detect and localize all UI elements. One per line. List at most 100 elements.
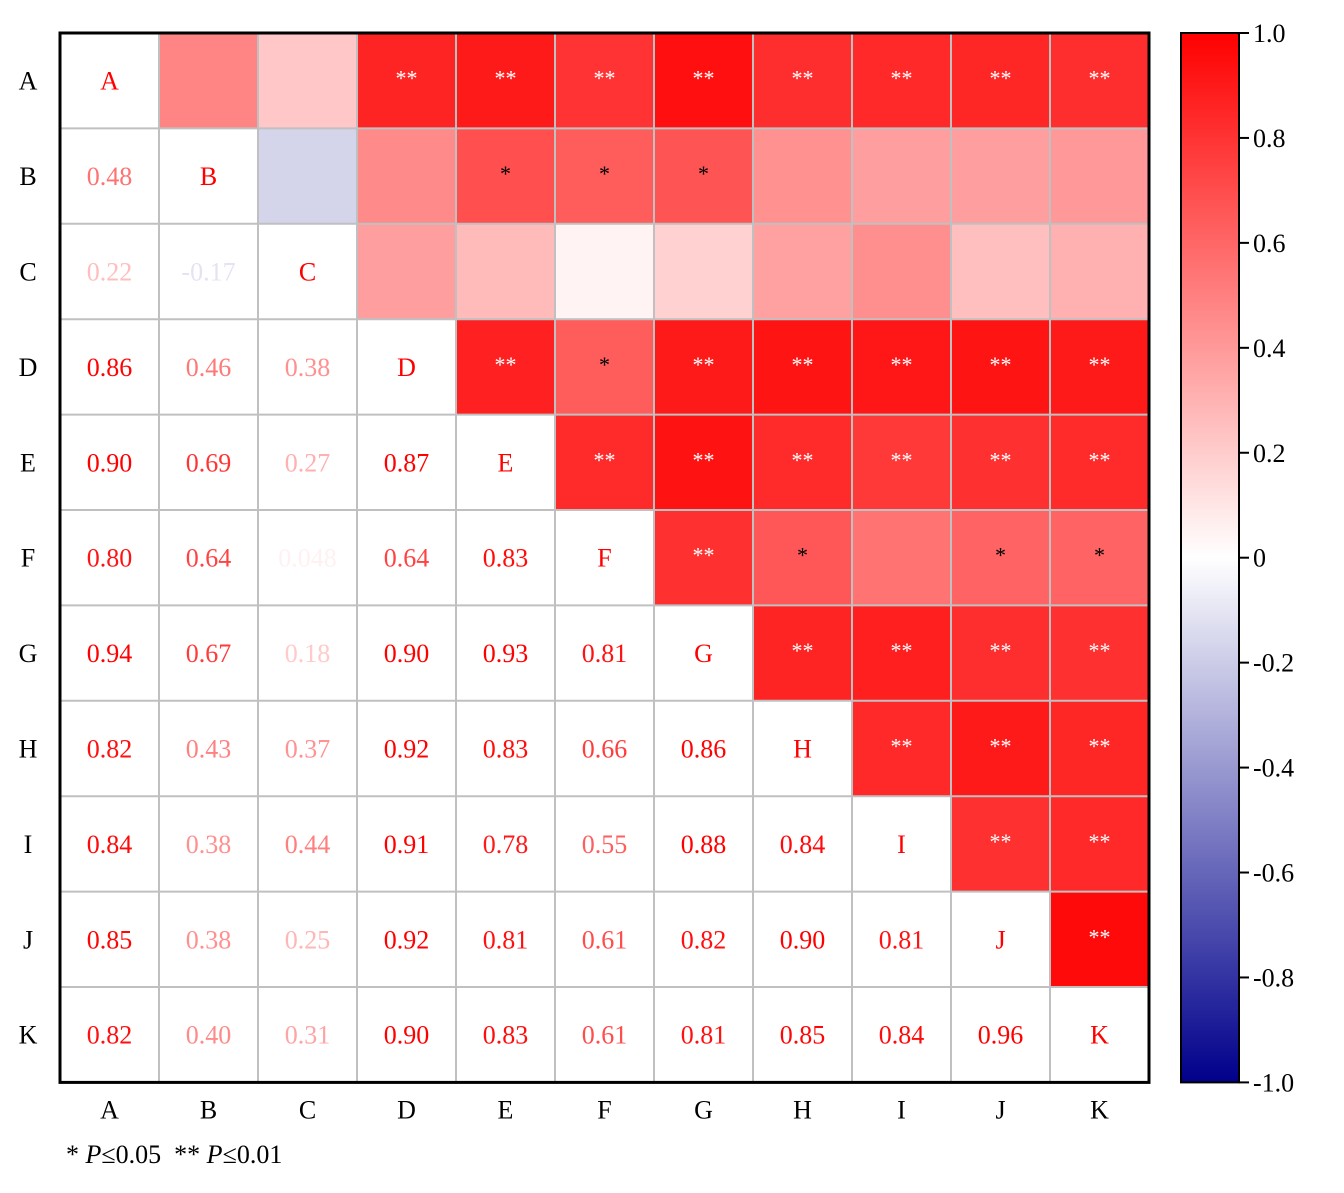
significance-mark: ** bbox=[1089, 66, 1111, 91]
heatmap-cell-D-E bbox=[456, 319, 555, 415]
p-letter-2: P bbox=[206, 1140, 223, 1169]
heatmap-cell-H-I bbox=[852, 700, 951, 797]
diagonal-label: F bbox=[597, 544, 611, 573]
heatmap-cell-G-J bbox=[951, 605, 1050, 701]
heatmap-cell-H-K bbox=[1050, 700, 1149, 797]
correlation-value-label: 0.46 bbox=[186, 353, 232, 382]
heatmap-cell-A-I bbox=[852, 33, 951, 129]
significance-mark: ** bbox=[1089, 924, 1111, 949]
correlation-value-label: 0.55 bbox=[582, 830, 628, 859]
diagonal-label: H bbox=[793, 735, 812, 764]
significance-mark: ** bbox=[792, 638, 814, 663]
x-tick-label: F bbox=[597, 1095, 611, 1124]
significance-mark: ** bbox=[792, 352, 814, 377]
heatmap-cell-E-K bbox=[1050, 414, 1149, 510]
heatmap-cell-C-J bbox=[951, 223, 1050, 320]
correlation-value-label: 0.40 bbox=[186, 1021, 232, 1050]
heatmap-cell-B-I bbox=[852, 128, 951, 224]
colorbar-tick-label: -0.4 bbox=[1253, 754, 1294, 783]
x-tick-label: K bbox=[1090, 1095, 1109, 1124]
diagonal-label: D bbox=[397, 353, 416, 382]
significance-mark: ** bbox=[891, 734, 913, 759]
single-star-label: * bbox=[66, 1140, 86, 1169]
correlation-value-label: 0.87 bbox=[384, 448, 430, 477]
significance-mark: ** bbox=[1089, 829, 1111, 854]
colorbar-tick-label: -1.0 bbox=[1253, 1068, 1294, 1097]
y-tick-label: F bbox=[21, 544, 35, 573]
colorbar-tick-label: -0.2 bbox=[1253, 649, 1294, 678]
heatmap-cell-A-F bbox=[555, 33, 654, 129]
significance-mark: * bbox=[797, 543, 808, 568]
y-tick-label: B bbox=[19, 162, 36, 191]
heatmap-cell-F-G bbox=[654, 510, 753, 606]
heatmap-cell-G-K bbox=[1050, 605, 1149, 701]
heatmap-cell-D-G bbox=[654, 319, 753, 415]
heatmap-cell-B-F bbox=[555, 128, 654, 224]
correlation-value-label: 0.92 bbox=[384, 925, 430, 954]
correlation-value-label: 0.85 bbox=[87, 925, 133, 954]
significance-mark: ** bbox=[693, 447, 715, 472]
correlation-value-label: 0.18 bbox=[285, 639, 331, 668]
heatmap-cell-C-H bbox=[753, 223, 852, 320]
x-tick-label: H bbox=[793, 1095, 812, 1124]
heatmap-cell-B-G bbox=[654, 128, 753, 224]
significance-mark: ** bbox=[990, 638, 1012, 663]
significance-mark: ** bbox=[495, 66, 517, 91]
y-tick-label: H bbox=[19, 735, 38, 764]
correlation-value-label: 0.48 bbox=[87, 162, 133, 191]
correlation-value-label: 0.83 bbox=[483, 1021, 529, 1050]
y-tick-label: I bbox=[24, 830, 33, 859]
correlation-value-label: 0.93 bbox=[483, 639, 529, 668]
significance-mark: ** bbox=[990, 447, 1012, 472]
correlation-value-label: 0.81 bbox=[879, 925, 925, 954]
correlation-value-label: 0.90 bbox=[87, 448, 133, 477]
correlation-value-label: 0.43 bbox=[186, 735, 232, 764]
significance-legend: * P≤0.05 ** P≤0.01 bbox=[66, 1140, 282, 1170]
significance-mark: ** bbox=[594, 66, 616, 91]
significance-mark: * bbox=[1094, 543, 1105, 568]
significance-mark: ** bbox=[693, 543, 715, 568]
x-tick-label: G bbox=[694, 1095, 713, 1124]
correlation-value-label: 0.91 bbox=[384, 830, 430, 859]
correlation-value-label: 0.22 bbox=[87, 258, 133, 287]
correlation-value-label: 0.86 bbox=[681, 735, 727, 764]
heatmap-cell-B-E bbox=[456, 128, 555, 224]
correlation-value-label: 0.92 bbox=[384, 735, 430, 764]
y-tick-label: J bbox=[23, 925, 33, 954]
significance-mark: ** bbox=[891, 447, 913, 472]
diagonal-label: J bbox=[995, 925, 1005, 954]
correlation-value-label: 0.83 bbox=[483, 735, 529, 764]
colorbar-tick-label: 0.2 bbox=[1253, 439, 1286, 468]
significance-mark: ** bbox=[792, 447, 814, 472]
colorbar-tick-label: 1.0 bbox=[1253, 19, 1286, 48]
colorbar-tick-label: 0.8 bbox=[1253, 124, 1286, 153]
heatmap-cell-B-J bbox=[951, 128, 1050, 224]
significance-mark: ** bbox=[891, 352, 913, 377]
correlation-value-label: 0.31 bbox=[285, 1021, 331, 1050]
colorbar-tick-label: 0 bbox=[1253, 544, 1266, 573]
correlation-value-label: 0.90 bbox=[780, 925, 826, 954]
correlation-value-label: 0.78 bbox=[483, 830, 529, 859]
significance-mark: ** bbox=[1089, 352, 1111, 377]
correlation-value-label: 0.96 bbox=[978, 1021, 1024, 1050]
correlation-value-label: 0.66 bbox=[582, 735, 628, 764]
correlation-value-label: 0.64 bbox=[384, 544, 430, 573]
heatmap-cell-E-I bbox=[852, 414, 951, 510]
heatmap-cell-C-K bbox=[1050, 223, 1149, 320]
heatmap-cell-E-F bbox=[555, 414, 654, 510]
diagonal-label: C bbox=[299, 258, 316, 287]
double-star-label: ** bbox=[161, 1140, 207, 1169]
heatmap-cell-C-F bbox=[555, 223, 654, 320]
x-tick-label: D bbox=[397, 1095, 416, 1124]
correlation-value-label: 0.61 bbox=[582, 1021, 628, 1050]
significance-mark: ** bbox=[693, 352, 715, 377]
y-tick-label: A bbox=[19, 67, 38, 96]
heatmap-cell-A-B bbox=[159, 33, 258, 129]
plot-frame bbox=[58, 31, 1151, 1084]
diagonal-label: G bbox=[694, 639, 713, 668]
heatmap-cell-E-J bbox=[951, 414, 1050, 510]
x-tick-label: I bbox=[897, 1095, 906, 1124]
correlation-value-label: 0.94 bbox=[87, 639, 133, 668]
heatmap-cell-F-J bbox=[951, 510, 1050, 606]
y-tick-label: E bbox=[20, 448, 36, 477]
